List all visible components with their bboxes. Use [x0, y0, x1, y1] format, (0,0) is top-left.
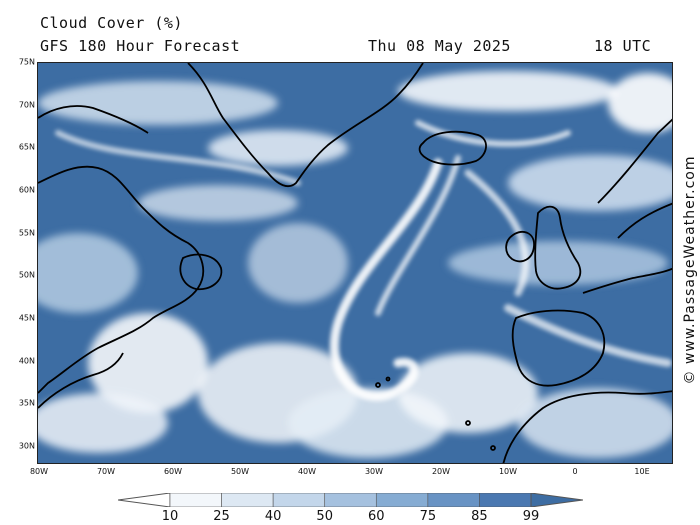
- newfoundland-coast: [179, 253, 223, 291]
- longitude-label: 70W: [96, 467, 116, 476]
- canada-coast: [38, 165, 205, 394]
- azores-island: [375, 382, 381, 388]
- greenland-coast: [187, 63, 424, 187]
- uk-coast: [534, 205, 582, 290]
- latitude-label: 60N: [18, 185, 35, 195]
- colorbar-level-label: 10: [161, 509, 179, 524]
- latitude-label: 40N: [18, 356, 35, 366]
- forecast-time: 18 UTC: [594, 37, 652, 55]
- colorbar-level-label: 75: [419, 509, 437, 524]
- longitude-label: 10E: [634, 467, 650, 476]
- latitude-label: 45N: [18, 313, 35, 323]
- colorbar-segment: [427, 493, 480, 507]
- longitude-label: 30W: [364, 467, 384, 476]
- baffin-coast: [38, 105, 149, 134]
- longitude-label: 60W: [163, 467, 183, 476]
- iceland-coast: [418, 130, 487, 166]
- ireland-coast: [505, 231, 535, 263]
- colorbar-segment: [169, 493, 222, 507]
- europe-coast: [582, 267, 672, 294]
- longitude-label: 0: [572, 467, 578, 476]
- watermark: © www.PassageWeather.com: [682, 155, 698, 385]
- forecast-date: Thu 08 May 2025: [368, 37, 511, 55]
- colorbar-segment: [479, 493, 532, 507]
- longitude-label: 50W: [230, 467, 250, 476]
- africa-coast: [502, 390, 672, 463]
- colorbar-segment: [221, 493, 274, 507]
- latitude-label: 50N: [18, 270, 35, 280]
- latitude-label: 75N: [18, 57, 35, 67]
- latitude-label: 65N: [18, 142, 35, 152]
- cloud-cover-map: [37, 62, 673, 464]
- map-title: Cloud Cover (%): [40, 14, 183, 32]
- colorbar: [118, 493, 583, 507]
- colorbar-level-label: 40: [264, 509, 282, 524]
- coastlines: [38, 63, 672, 463]
- colorbar-segment: [324, 493, 377, 507]
- colorbar-level-label: 99: [522, 509, 540, 524]
- iberia-coast: [511, 309, 606, 387]
- colorbar-level-label: 50: [316, 509, 333, 524]
- latitude-label: 70N: [18, 100, 35, 110]
- latitude-label: 30N: [18, 441, 35, 451]
- longitude-label: 10W: [498, 467, 518, 476]
- colorbar-segment: [272, 493, 326, 507]
- colorbar-level-label: 85: [471, 509, 488, 524]
- latitude-label: 35N: [18, 398, 35, 408]
- colorbar-max-triangle: [530, 493, 583, 507]
- longitude-label: 40W: [297, 467, 317, 476]
- scandinavia-coast: [597, 118, 672, 204]
- madeira-island: [465, 420, 471, 426]
- map-canvas: [38, 63, 672, 463]
- us-coast: [38, 352, 124, 409]
- forecast-subtitle: GFS 180 Hour Forecast: [40, 37, 241, 55]
- longitude-label: 20W: [431, 467, 451, 476]
- colorbar-level-label: 25: [213, 509, 230, 524]
- canary-island: [490, 445, 496, 451]
- colorbar-level-label: 60: [368, 509, 385, 524]
- longitude-label: 80W: [29, 467, 49, 476]
- colorbar-min-triangle: [118, 493, 171, 507]
- colorbar-segment: [375, 493, 429, 507]
- latitude-label: 55N: [18, 228, 35, 238]
